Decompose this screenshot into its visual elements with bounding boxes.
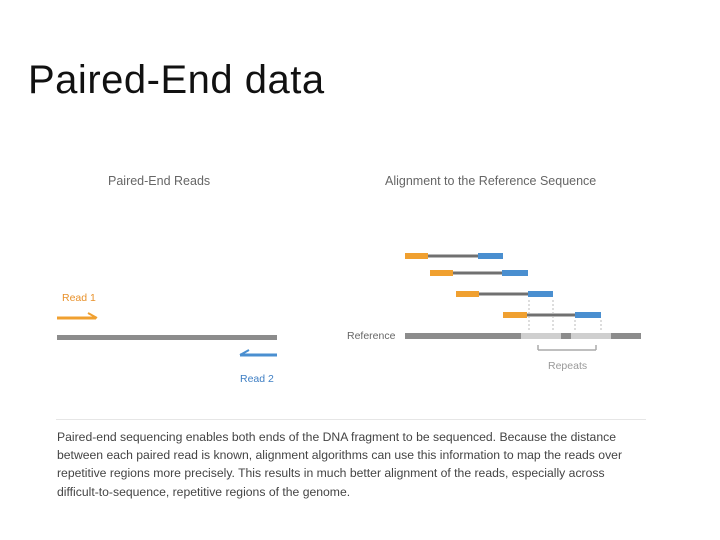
read1-label: Read 1 [62, 292, 96, 304]
figure-caption: Paired-end sequencing enables both ends … [57, 430, 622, 499]
aligned-read-pair-4 [503, 312, 601, 318]
read2-label: Read 2 [240, 373, 274, 385]
repeat-region [571, 333, 611, 339]
dna-fragment-bar [57, 335, 277, 340]
read1-arrow [57, 312, 98, 320]
read2-arrow [239, 349, 277, 357]
right-panel-title: Alignment to the Reference Sequence [385, 174, 596, 188]
repeat-guide-lines [528, 300, 602, 332]
repeats-bracket [537, 345, 597, 351]
left-panel-title: Paired-End Reads [108, 174, 210, 188]
aligned-read-pair-2 [430, 270, 528, 276]
reference-label: Reference [347, 330, 396, 342]
caption-divider [56, 419, 646, 420]
slide-title: Paired-End data [28, 58, 325, 102]
repeat-region [521, 333, 561, 339]
aligned-read-pair-1 [405, 253, 503, 259]
repeats-label: Repeats [548, 360, 587, 372]
aligned-read-pair-3 [456, 291, 553, 297]
